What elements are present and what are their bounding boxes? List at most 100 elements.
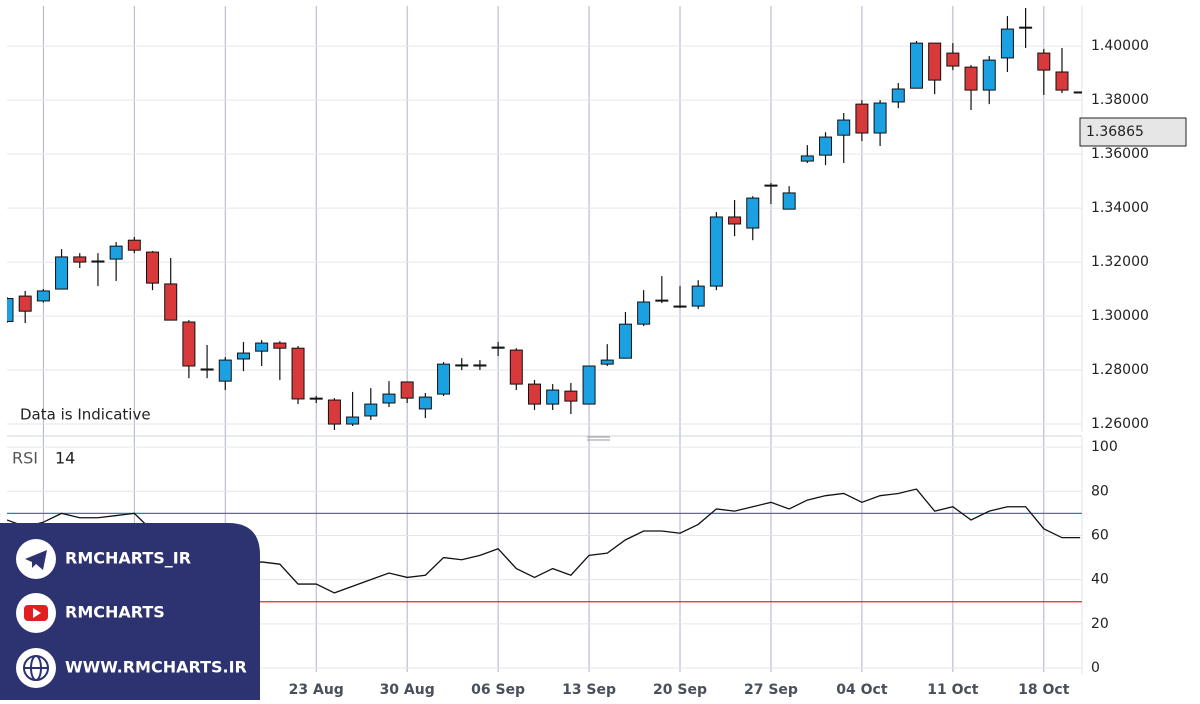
candle-body (764, 184, 778, 187)
candle-body (109, 245, 123, 260)
candle-body (400, 381, 414, 399)
candle-body (418, 396, 432, 410)
candle-body (800, 155, 814, 162)
candle-body (909, 42, 923, 89)
candle-body (36, 290, 50, 302)
candle-body (1000, 28, 1014, 59)
candle-body (473, 364, 487, 367)
candle-body (837, 119, 851, 136)
y-tick-label: 1.26000 (1091, 416, 1149, 432)
candle-body (819, 136, 833, 156)
y-tick-label: 1.36000 (1091, 146, 1149, 162)
candle-body (618, 323, 632, 359)
candle-body (655, 299, 669, 302)
x-tick-label: 13 Sep (562, 682, 616, 698)
candle-body (73, 256, 87, 263)
candle-body (200, 368, 214, 371)
indicator-name: RSI (12, 449, 38, 468)
candle-body (527, 383, 541, 405)
x-tick-label: 23 Aug (289, 682, 344, 698)
candle-body (18, 295, 32, 312)
website: WWW.RMCHARTS.IR (65, 658, 247, 677)
telegram-handle: RMCHARTS_IR (65, 549, 191, 568)
candle-body (346, 416, 360, 425)
candle-body (709, 216, 723, 287)
y-tick-label: 1.30000 (1091, 308, 1149, 324)
y-tick-label: 1.32000 (1091, 254, 1149, 270)
background (7, 6, 1083, 674)
candle-body (146, 251, 160, 284)
candle-body (873, 102, 887, 134)
x-tick-label: 20 Sep (653, 682, 707, 698)
candle-body (327, 399, 341, 425)
candle-body (1073, 91, 1082, 94)
candle-body (236, 352, 250, 360)
x-tick-label: 06 Sep (471, 682, 525, 698)
candle-body (255, 342, 269, 352)
y-tick-label: 0 (1091, 660, 1100, 676)
candle-body (364, 403, 378, 417)
candle-body (309, 397, 323, 400)
x-tick-label: 30 Aug (380, 682, 435, 698)
candle-body (127, 239, 141, 251)
candle-body (891, 88, 905, 103)
indicator-period: 14 (55, 449, 75, 468)
candle-body (946, 52, 960, 67)
candle-body (546, 389, 560, 405)
x-tick-label: 04 Oct (836, 682, 888, 698)
x-tick-label: 11 Oct (927, 682, 979, 698)
candle-body (855, 103, 869, 134)
annotation: Data is Indicative (20, 406, 151, 424)
candle-body (455, 364, 469, 367)
x-tick-label: 18 Oct (1018, 682, 1070, 698)
candle-body (273, 342, 287, 349)
candle-body (437, 363, 451, 395)
candle-body (7, 298, 14, 322)
candle-body (637, 301, 651, 325)
y-tick-label: 20 (1091, 616, 1109, 632)
candle-body (582, 365, 596, 405)
y-tick-label: 1.38000 (1091, 92, 1149, 108)
web-glyph (23, 655, 49, 681)
candle-body (1019, 26, 1033, 29)
candle-body (182, 321, 196, 367)
candle-body (382, 393, 396, 404)
y-tick-label: 40 (1091, 572, 1109, 588)
candle-body (746, 197, 760, 229)
candle-body (509, 349, 523, 385)
y-tick-label: 1.28000 (1091, 362, 1149, 378)
y-tick-label: 60 (1091, 527, 1109, 543)
candle-body (1055, 71, 1069, 91)
candle-body (291, 347, 305, 400)
branding-panel: RMCHARTS_IR RMCHARTS WWW.RMCHARTS.IR (0, 523, 260, 700)
candle-body (1037, 52, 1051, 71)
candle-body (55, 256, 69, 290)
candle-body (982, 59, 996, 91)
candle-body (928, 42, 942, 81)
candle-body (491, 346, 505, 349)
candle-body (91, 260, 105, 263)
branding-bg (0, 523, 260, 700)
youtube-play (33, 608, 41, 618)
last-price: 1.36865 (1086, 124, 1144, 140)
candle-body (728, 216, 742, 225)
y-tick-label: 1.34000 (1091, 200, 1149, 216)
resize-grip (587, 436, 610, 441)
youtube-handle: RMCHARTS (65, 603, 165, 622)
candle-body (964, 66, 978, 91)
telegram-glyph (25, 550, 47, 570)
y-tick-label: 80 (1091, 483, 1109, 499)
last-price-box (1079, 117, 1187, 147)
candle-body (673, 305, 687, 308)
price-plot (7, 8, 1082, 430)
x-tick-label: 27 Sep (744, 682, 798, 698)
candle-body (218, 359, 232, 382)
candle-body (164, 283, 178, 321)
candle-body (600, 359, 614, 365)
candle-body (564, 390, 578, 402)
candle-body (782, 192, 796, 210)
y-tick-label: 100 (1091, 439, 1118, 455)
candle-body (691, 285, 705, 307)
